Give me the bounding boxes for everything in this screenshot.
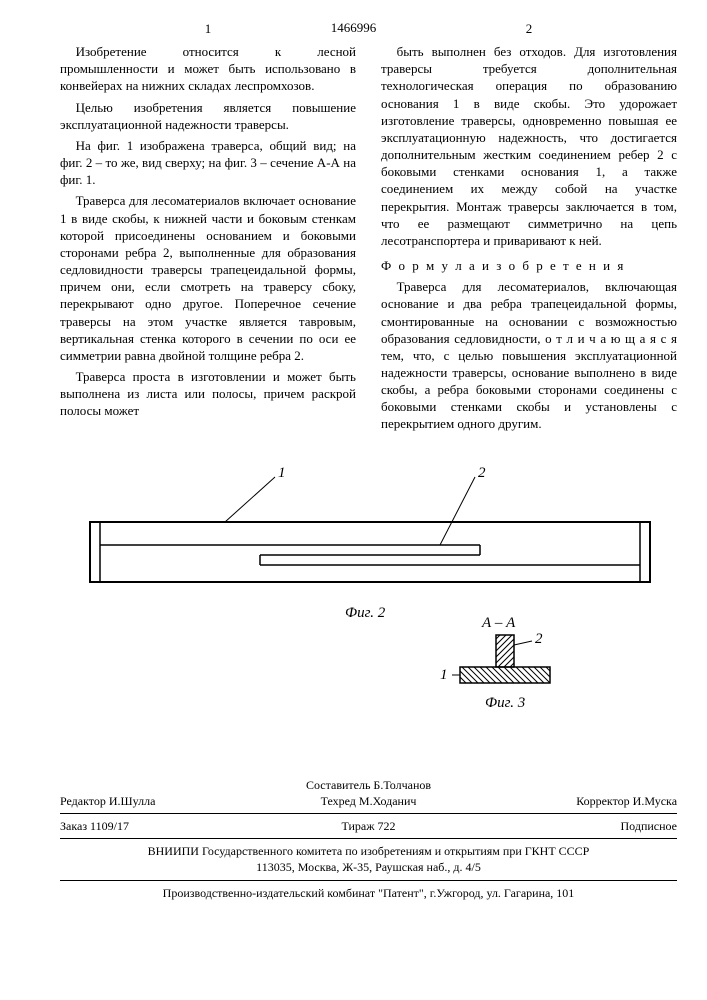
svg-text:1: 1 (278, 467, 286, 481)
formula-text: Траверса для лесоматериалов, включающая … (381, 278, 677, 432)
tirazh: Тираж 722 (266, 818, 472, 834)
left-column: 1 Изобретение относится к лесной промышл… (60, 20, 356, 437)
svg-text:1: 1 (440, 667, 448, 683)
divider (60, 838, 677, 839)
body-paragraph: Целью изобретения является повышение экс… (60, 99, 356, 133)
svg-text:А – А: А – А (481, 617, 516, 631)
left-col-number: 1 (60, 20, 356, 37)
techred: Техред М.Ходанич (266, 793, 472, 809)
editor: Редактор И.Шулла (60, 793, 266, 809)
corrector: Корректор И.Муска (471, 793, 677, 809)
right-column: 2 быть выполнен без отходов. Для изготов… (381, 20, 677, 437)
org-line-1: ВНИИПИ Государственного комитета по изоб… (60, 843, 677, 859)
figure-2: 1 2 Фиг. 2 (60, 467, 680, 627)
body-paragraph: Траверса для лесоматериалов включает осн… (60, 192, 356, 364)
formula-title: Ф о р м у л а и з о б р е т е н и я (381, 257, 677, 274)
compiler: Составитель Б.Толчанов (60, 777, 677, 793)
svg-text:2: 2 (478, 467, 486, 481)
right-col-number: 2 (381, 20, 677, 37)
svg-text:2: 2 (535, 631, 543, 647)
figure-3: А – А 1 2 Фиг. 3 (430, 617, 590, 717)
patent-page: 1466996 1 Изобретение относится к лесной… (0, 0, 707, 1000)
body-paragraph: На фиг. 1 изображена траверса, общий вид… (60, 137, 356, 188)
org-line-2: Производственно-издательский комбинат "П… (60, 885, 677, 901)
patent-number: 1466996 (331, 20, 377, 36)
divider (60, 813, 677, 814)
body-paragraph: Изобретение относится к лесной промышлен… (60, 43, 356, 94)
signed: Подписное (471, 818, 677, 834)
addr-line-1: 113035, Москва, Ж-35, Раушская наб., д. … (60, 859, 677, 875)
svg-text:Фиг. 2: Фиг. 2 (345, 605, 386, 621)
divider (60, 880, 677, 881)
figures-block: 1 2 Фиг. 2 А – А 1 2 Фиг. 3 (60, 467, 677, 717)
body-paragraph: быть выполнен без отходов. Для изготовле… (381, 43, 677, 249)
order-number: Заказ 1109/17 (60, 818, 266, 834)
imprint-footer: Составитель Б.Толчанов Редактор И.Шулла … (60, 777, 677, 901)
two-column-text: 1 Изобретение относится к лесной промышл… (60, 20, 677, 437)
svg-text:Фиг. 3: Фиг. 3 (485, 695, 525, 711)
body-paragraph: Траверса проста в изготовлении и может б… (60, 368, 356, 419)
